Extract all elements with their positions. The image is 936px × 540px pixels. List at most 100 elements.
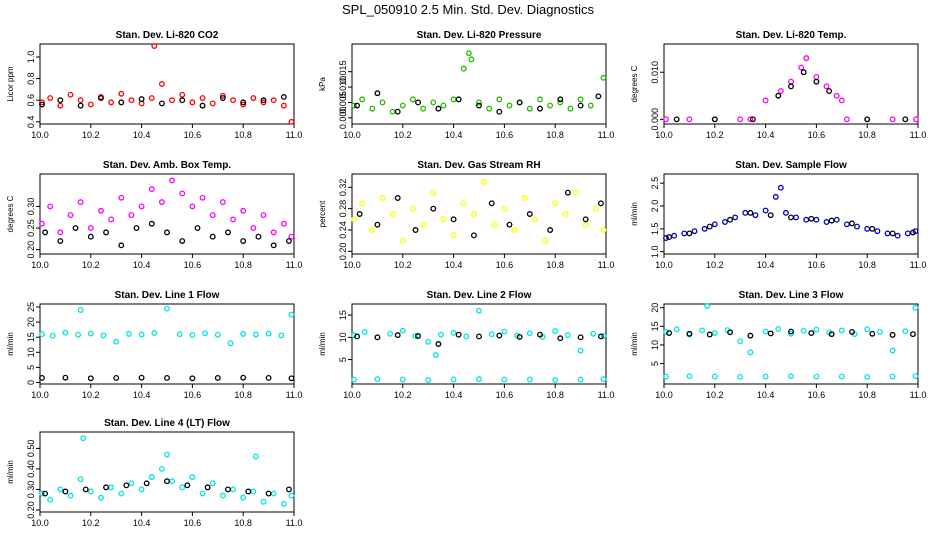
points-group [663,303,919,380]
data-point [823,219,830,225]
data-point [87,101,94,108]
data-point [288,233,295,240]
y-axis-label: Licor ppm [6,66,15,101]
data-point [767,330,774,337]
chart-svg: Stan. Dev. Line 2 Flow 10.0 10.2 10.4 10.6 10… [318,290,614,400]
y-axis-label: ml/min [630,332,639,356]
panel-title: Stan. Dev. Amb. Box Temp. [103,160,231,171]
y-axis-label: ml/min [6,460,15,484]
x-tick-label: 10.4 [445,130,463,140]
x-tick-label: 11.0 [598,260,615,270]
data-point [67,212,74,219]
x-tick-label: 10.2 [394,260,412,270]
data-point [600,74,607,81]
data-point [189,203,196,210]
y-tick-label: 5 [26,365,36,370]
data-point [240,494,247,501]
x-tick-label: 10.0 [343,260,361,270]
x-tick-label: 10.8 [546,390,564,400]
data-point [557,99,564,106]
x-tick-label: 10.6 [496,390,514,400]
data-point [531,216,538,223]
y-tick-label: 0.30 [26,198,36,216]
data-point [727,329,733,336]
data-point [788,78,794,85]
data-point [450,216,457,223]
data-point [577,347,584,354]
data-point [706,331,713,338]
y-tick-label: 0.50 [26,440,36,458]
data-point [62,329,69,336]
plot-frame [39,431,295,513]
plot-frame [351,173,607,255]
data-point [285,486,292,493]
data-point [260,498,267,505]
data-point [374,376,381,383]
x-tick-label: 11.0 [910,130,927,140]
data-point [415,333,421,339]
data-point [72,225,79,232]
plot-frame [663,43,919,125]
x-tick-label: 10.0 [31,518,49,528]
y-tick-label: 2.5 [650,177,660,190]
data-point [711,330,718,336]
data-point [833,216,840,223]
data-point [595,93,602,100]
data-point [113,375,120,381]
y-tick-label: 0.4 [26,116,36,129]
x-tick-label: 10.8 [234,518,252,528]
data-point [399,376,406,383]
data-point [465,50,472,57]
data-point [800,69,807,76]
data-point [463,333,470,340]
data-point [425,377,432,383]
panel-title: Stan. Dev. Li-820 CO2 [116,30,219,41]
data-point [387,330,394,337]
y-tick-label: 0.000 [338,107,348,130]
x-tick-label: 10.8 [858,260,876,270]
data-point [230,486,236,493]
data-point [164,229,170,236]
data-point [537,331,543,338]
data-point [250,225,257,232]
data-point [354,333,361,340]
data-point [87,330,94,337]
data-point [39,375,45,381]
data-point [219,92,226,99]
data-point [909,331,916,338]
data-point [87,233,94,240]
x-tick-label: 11.0 [286,518,303,528]
data-point [772,193,779,200]
panel-sample-flow: Stan. Dev. Sample Flow 10.0 10.2 10.4 10.6 10… [624,154,930,280]
data-point [57,229,64,236]
data-point [399,237,406,244]
data-point [412,333,419,339]
data-point [138,486,145,493]
y-tick-label: 0.20 [26,501,36,519]
data-point [460,65,467,72]
data-point [42,229,49,236]
data-point [828,217,835,224]
data-point [209,100,216,107]
data-point [727,216,733,223]
data-point [526,376,533,383]
data-point [389,211,396,217]
points-group [351,307,607,383]
data-point [889,373,896,380]
data-point [838,97,845,104]
data-point [169,478,176,485]
data-point [800,327,807,334]
x-tick-label: 10.6 [184,390,202,400]
data-point [913,116,919,123]
x-tick-label: 10.6 [808,260,826,270]
x-tick-label: 10.0 [31,390,49,400]
data-point [843,116,850,123]
data-point [265,490,272,497]
points-group [663,55,919,123]
y-tick-label: 10 [26,347,36,357]
y-tick-label: 0.010 [338,76,348,99]
data-point [103,229,109,236]
data-point [663,373,669,380]
data-point [600,376,607,383]
data-point [476,376,482,383]
